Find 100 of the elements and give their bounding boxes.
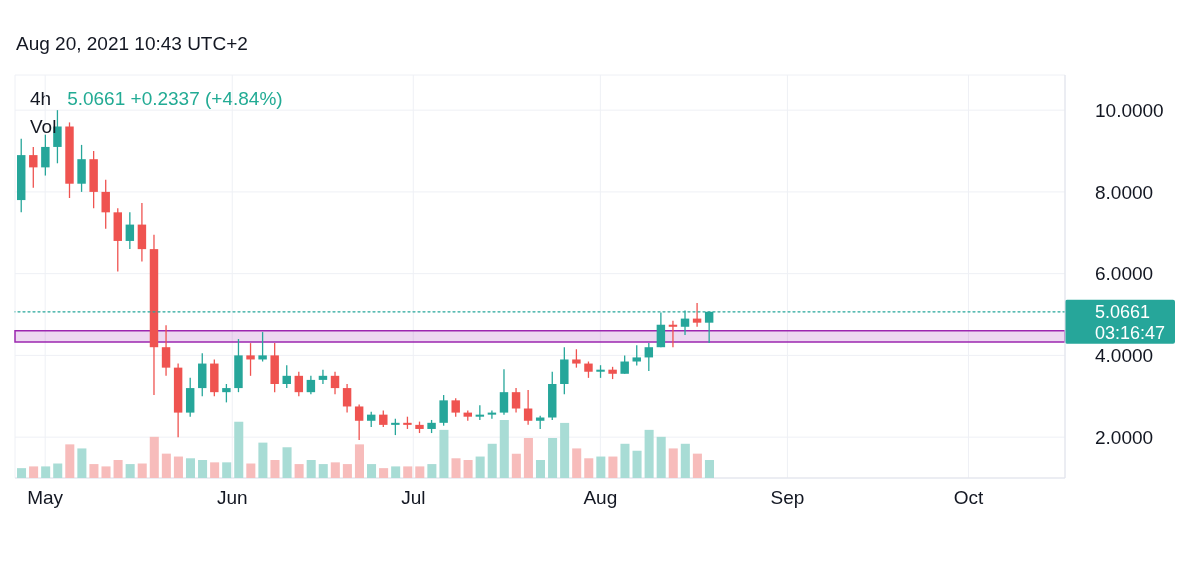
x-tick-label: Jul [401,487,426,509]
bar [161,453,171,478]
ref-line-label: 5.0661 [1095,302,1151,323]
bar [451,458,461,478]
bar [511,453,521,478]
bar [403,466,413,478]
y-tick-label: 2.0000 [1095,426,1154,448]
x-tick-label: Jun [216,487,248,509]
bar [65,444,75,478]
bar [77,448,87,478]
candlestick [451,397,460,418]
bar [596,456,606,478]
chart-title: Vol [30,116,57,138]
candlestick [354,403,364,441]
bar [620,443,630,478]
bar [391,466,401,478]
bar [246,463,256,478]
bar [632,450,642,478]
bar [668,448,678,478]
bar [656,436,666,478]
bar [294,464,304,478]
bar [463,460,473,478]
bar [222,462,232,478]
text: 4h [30,88,52,109]
bar [644,429,654,478]
candlestick [294,371,304,397]
candlestick [523,389,533,426]
candlestick [101,178,110,230]
candlestick [125,211,135,250]
bar [258,442,268,478]
bar [439,429,449,478]
x-tick-label: Aug [583,487,618,509]
x-tick-label: May [27,487,64,509]
candlestick [692,302,702,328]
bar [692,453,702,478]
candlestick [439,394,448,427]
bar [185,458,196,478]
bar [125,464,135,478]
bar [17,468,27,478]
bar [523,437,533,478]
bar [198,460,208,478]
y-tick-label: 6.0000 [1095,263,1154,285]
candlestick [511,387,521,414]
candlestick [258,331,267,363]
text: 5.0661 +0.2337 (+4.84%) [67,88,283,109]
candlestick [487,409,497,420]
bar [318,464,328,478]
bar [29,466,39,478]
candlestick [161,324,171,377]
candlestick [342,383,352,414]
candlestick [246,342,255,377]
candlestick [644,342,654,372]
candlestick [29,146,38,189]
bar [342,464,352,478]
bar [367,464,377,478]
bar [270,460,280,478]
bar [704,460,714,478]
bar [548,437,558,478]
candlestick [572,348,581,369]
bar [680,443,690,478]
bar [53,463,63,478]
bar [330,462,340,478]
candlestick [282,364,291,389]
bar [149,436,159,478]
bar [41,466,51,478]
bar [608,456,618,478]
bar [234,421,244,478]
bar [415,466,425,478]
bar [306,460,316,478]
bar [584,458,594,478]
candlestick [306,375,316,395]
bar [572,448,582,478]
y-tick-label: 4.0000 [1095,345,1154,367]
x-tick-label: Sep [770,487,805,509]
bar [137,463,147,478]
bar [89,464,99,478]
y-tick-label: 10.0000 [1095,99,1164,121]
text: Aug 20, 2021 10:43 UTC+2 [16,33,248,55]
candlestick [499,368,509,416]
y-tick-label: 8.0000 [1095,181,1154,203]
candlestick [668,319,678,348]
bar [427,464,437,478]
bar [210,462,220,478]
x-tick-label: Oct [953,487,984,509]
bar [354,444,364,478]
bar [173,456,183,478]
bar [499,420,509,478]
candlestick [620,354,629,375]
candlestick [330,371,340,395]
candlestick [318,369,328,385]
bar [487,443,497,478]
bar [113,460,123,478]
bar [475,456,485,478]
bar [101,466,111,478]
bar [282,447,292,478]
bar [379,468,389,478]
bar [535,460,546,478]
candlestick [632,344,641,367]
candlestick [222,383,231,404]
bar [560,422,570,478]
